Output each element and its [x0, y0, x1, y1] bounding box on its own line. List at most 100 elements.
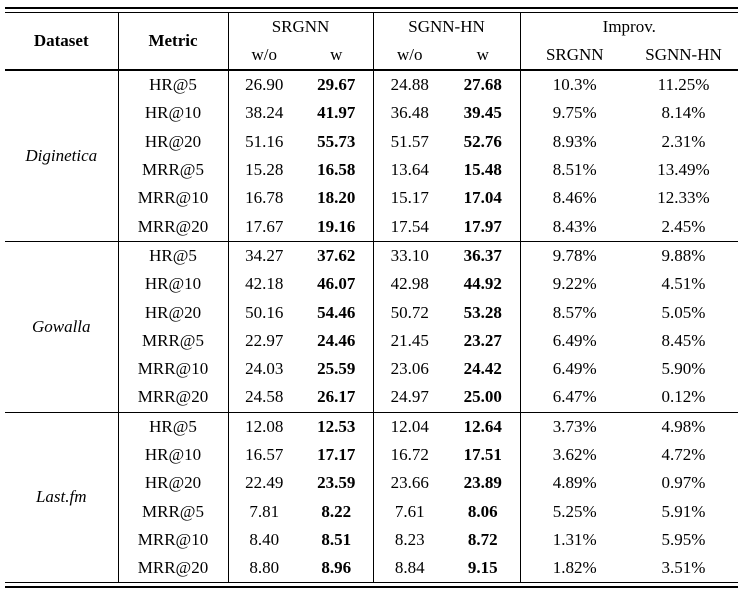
header-improv-sgnnhn: SGNN-HN	[645, 45, 722, 64]
srgnn-w-value: 54.46	[300, 298, 374, 327]
sgnnhn-w-value: 17.97	[446, 212, 521, 242]
improv-sgnnhn-value: 13.49%	[657, 160, 710, 180]
table-row: Diginetica HR@5 26.90 29.67 24.88 27.68 10.3% 1…	[5, 70, 738, 242]
improv-sgnnhn-value: 3.51%	[661, 558, 706, 578]
table-row: MRR@20 24.58 26.17 24.97 25.00 6.47% 0.12%	[5, 383, 738, 413]
sgnnhn-wo-value: 7.61	[394, 501, 425, 521]
srgnn-wo-value: 8.40	[249, 529, 280, 549]
srgnn-wo-value: 22.97	[245, 330, 284, 350]
srgnn-w-value: 8.22	[300, 497, 374, 526]
srgnn-w-value: 46.07	[300, 270, 374, 299]
srgnn-w-value: 41.97	[300, 99, 374, 128]
sgnnhn-wo-value: 16.72	[390, 445, 429, 464]
srgnn-wo-value: 51.16	[245, 131, 284, 151]
srgnn-w-value: 37.62	[300, 240, 374, 271]
improv-srgnn-value: 4.89%	[552, 473, 597, 493]
srgnn-wo-value: 12.08	[228, 411, 300, 441]
table-row: MRR@5 7.81 8.22 7.61 8.06 5.25% 5.91%	[5, 497, 738, 526]
sgnnhn-wo-value: 15.17	[390, 188, 429, 208]
improv-sgnnhn-value: 4.51%	[661, 274, 706, 294]
header-srgnn-wo: w/o	[251, 45, 278, 64]
header-metric: Metric	[118, 13, 229, 70]
improv-sgnnhn-value: 5.05%	[661, 302, 706, 322]
srgnn-wo-value: 50.16	[245, 302, 284, 322]
improv-sgnnhn-value: 0.12%	[661, 387, 706, 407]
header-dataset: Dataset	[5, 13, 119, 70]
sgnnhn-wo-value: 21.45	[390, 330, 429, 350]
sgnnhn-w-value: 17.04	[446, 184, 521, 213]
improv-srgnn-value: 8.93%	[552, 131, 597, 151]
metric-cell: HR@10	[118, 270, 229, 299]
header-srgnn-w: w	[300, 41, 374, 70]
table-row: HR@10 42.18 46.07 42.98 44.92 9.22% 4.51%	[5, 270, 738, 299]
metric-cell: HR@20	[118, 469, 229, 498]
srgnn-wo-value: 7.81	[249, 501, 280, 521]
srgnn-w-value: 12.53	[300, 411, 374, 441]
improv-sgnnhn-value: 5.95%	[661, 529, 706, 549]
sgnnhn-w-value: 52.76	[446, 127, 521, 156]
table-row: MRR@20 17.67 19.16 17.54 17.97 8.43% 2.45%	[5, 212, 738, 242]
metric-cell: HR@5	[118, 70, 229, 100]
improv-sgnnhn-value: 12.33%	[657, 188, 710, 208]
sgnnhn-wo-value: 17.54	[390, 216, 429, 236]
header-group-improv: Improv.	[602, 17, 656, 36]
improv-srgnn-value: 6.49%	[552, 330, 597, 350]
sgnnhn-w-value: 17.51	[446, 440, 521, 470]
srgnn-wo-value: 26.90	[245, 75, 284, 95]
table-row: MRR@5 22.97 24.46 21.45 23.27 6.49% 8.45%	[5, 326, 738, 355]
improv-sgnnhn-value: 8.45%	[661, 330, 706, 350]
header-group-srgnn: SRGNN	[228, 13, 374, 41]
improv-sgnnhn-value: 5.90%	[661, 359, 706, 379]
bottom-rule-thin	[5, 582, 738, 584]
sgnnhn-w-value: 24.42	[446, 354, 521, 384]
improv-sgnnhn-value: 9.88%	[629, 240, 739, 271]
table-row: Last.fm HR@5 12.08 12.53 12.04 12.64 3.73% 4.98…	[5, 411, 739, 583]
sgnnhn-wo-value: 8.84	[394, 558, 425, 578]
header-group-sgnnhn: SGNN-HN	[373, 13, 521, 41]
improv-sgnnhn-value: 5.91%	[661, 501, 706, 521]
header-improv-srgnn: SRGNN	[545, 45, 604, 64]
top-rule-thick	[5, 7, 738, 9]
improv-srgnn-value: 8.43%	[552, 216, 597, 236]
sgnnhn-w-value: 23.89	[446, 469, 521, 498]
improv-sgnnhn-value: 2.31%	[661, 131, 706, 151]
srgnn-w-value: 18.20	[300, 184, 374, 213]
metric-cell: HR@10	[118, 440, 229, 470]
sgnnhn-w-value: 36.37	[446, 240, 521, 271]
header-row-sub: w/o w w/o w SRGNN SGNN-HN	[5, 41, 738, 70]
improv-sgnnhn-value: 11.25%	[657, 75, 710, 95]
sgnnhn-w-value: 44.92	[446, 270, 521, 299]
improv-srgnn-value: 8.57%	[552, 302, 597, 322]
metric-cell: MRR@10	[118, 184, 229, 213]
srgnn-wo-value: 24.58	[245, 387, 284, 407]
improv-srgnn-value: 9.75%	[552, 103, 597, 123]
table-body: Diginetica HR@5 26.90 29.67 24.88 27.68 10.3% 1…	[5, 70, 739, 583]
table-row: HR@10 16.57 17.17 16.72 17.51 3.62% 4.72%	[5, 440, 738, 470]
improv-sgnnhn-value: 0.97%	[661, 473, 706, 493]
metric-cell: MRR@20	[118, 554, 229, 583]
srgnn-w-value: 29.67	[300, 70, 374, 100]
sgnnhn-wo-value: 23.06	[390, 359, 429, 379]
metric-cell: MRR@20	[118, 212, 229, 242]
srgnn-wo-value: 15.28	[245, 160, 284, 180]
sgnnhn-w-value: 8.72	[446, 525, 521, 555]
sgnnhn-w-value: 8.06	[446, 497, 521, 526]
metric-cell: MRR@10	[118, 354, 229, 384]
improv-srgnn-value: 1.31%	[552, 529, 597, 549]
sgnnhn-wo-value: 33.10	[373, 240, 446, 271]
sgnnhn-wo-value: 12.04	[373, 411, 446, 441]
metric-cell: HR@5	[118, 240, 229, 271]
sgnnhn-wo-value: 13.64	[390, 160, 429, 180]
improv-srgnn-value: 6.49%	[552, 359, 597, 379]
sgnnhn-w-value: 39.45	[446, 99, 521, 128]
srgnn-w-value: 8.96	[300, 554, 374, 583]
improv-srgnn-value: 1.82%	[552, 558, 597, 578]
metric-cell: MRR@5	[118, 155, 229, 185]
improv-srgnn-value: 3.62%	[552, 445, 597, 464]
improv-srgnn-value: 9.78%	[520, 240, 629, 271]
metric-cell: HR@5	[118, 411, 229, 441]
header-row-groups: Dataset Metric SRGNN SGNN-HN Improv.	[5, 13, 738, 70]
sgnnhn-wo-value: 24.88	[390, 75, 429, 95]
table-row: HR@20 51.16 55.73 51.57 52.76 8.93% 2.31%	[5, 127, 738, 156]
srgnn-w-value: 24.46	[300, 326, 374, 355]
